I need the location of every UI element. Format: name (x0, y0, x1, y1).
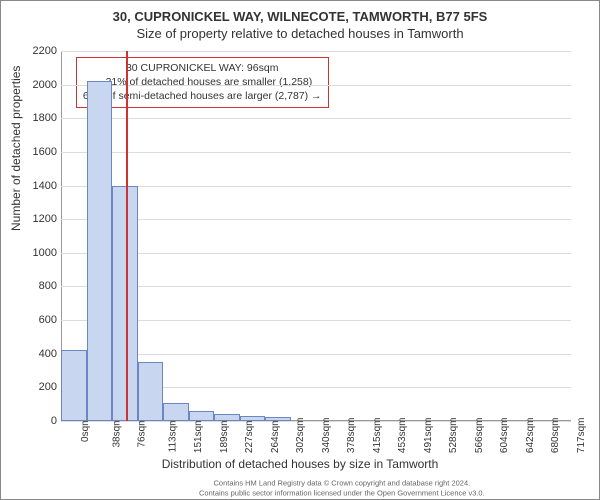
footer-attribution: Contains HM Land Registry data © Crown c… (42, 478, 600, 497)
histogram-bar (87, 81, 113, 421)
x-tick-label: 680sqm (550, 418, 561, 454)
x-tick-label: 113sqm (167, 418, 178, 453)
chart-title-sub: Size of property relative to detached ho… (1, 26, 599, 41)
histogram-bar (265, 417, 291, 421)
gridline (61, 286, 571, 287)
histogram-bar (112, 186, 138, 421)
y-tick-label: 200 (39, 381, 57, 393)
histogram-bar (61, 350, 87, 421)
plot-area: 30 CUPRONICKEL WAY: 96sqm ← 31% of detac… (61, 51, 571, 421)
y-tick-label: 600 (39, 314, 57, 326)
x-tick-label: 227sqm (244, 418, 255, 454)
y-tick-label: 1400 (33, 180, 57, 192)
x-tick-label: 302sqm (295, 418, 306, 454)
y-axis-label: Number of detached properties (9, 66, 23, 231)
gridline (61, 85, 571, 86)
x-tick-label: 566sqm (474, 418, 485, 454)
x-tick-label: 491sqm (423, 418, 434, 454)
histogram-bar (189, 411, 215, 421)
property-marker-line (126, 51, 128, 421)
x-axis-label: Distribution of detached houses by size … (1, 457, 599, 471)
x-tick-label: 604sqm (499, 418, 510, 454)
gridline (61, 253, 571, 254)
info-line-1: 30 CUPRONICKEL WAY: 96sqm (83, 61, 322, 75)
histogram-bar (138, 362, 164, 421)
x-tick-label: 189sqm (219, 418, 230, 454)
y-tick-label: 1000 (33, 247, 57, 259)
x-tick-label: 38sqm (111, 418, 122, 448)
x-tick-label: 151sqm (193, 418, 204, 454)
gridline (61, 320, 571, 321)
gridline (61, 118, 571, 119)
x-tick-label: 642sqm (525, 418, 536, 454)
info-line-2: ← 31% of detached houses are smaller (1,… (83, 75, 322, 89)
gridline (61, 186, 571, 187)
histogram-bar (163, 403, 189, 422)
x-tick-label: 0sqm (80, 418, 91, 442)
histogram-bar (240, 416, 266, 421)
info-box: 30 CUPRONICKEL WAY: 96sqm ← 31% of detac… (76, 57, 329, 108)
footer-line-2: Contains public sector information licen… (199, 488, 485, 497)
y-tick-label: 1200 (33, 213, 57, 225)
y-tick-label: 1600 (33, 146, 57, 158)
histogram-bar (214, 414, 240, 421)
x-tick-label: 717sqm (576, 418, 587, 454)
info-line-3: 68% of semi-detached houses are larger (… (83, 89, 322, 103)
y-tick-label: 2200 (33, 45, 57, 57)
gridline (61, 51, 571, 52)
x-tick-label: 415sqm (372, 418, 383, 454)
gridline (61, 152, 571, 153)
x-tick-label: 378sqm (346, 418, 357, 454)
x-tick-label: 453sqm (397, 418, 408, 454)
footer-line-1: Contains HM Land Registry data © Crown c… (214, 478, 471, 487)
gridline (61, 354, 571, 355)
y-tick-label: 0 (51, 415, 57, 427)
y-tick-label: 2000 (33, 79, 57, 91)
x-tick-label: 340sqm (321, 418, 332, 454)
x-tick-label: 76sqm (137, 418, 148, 448)
x-tick-label: 264sqm (270, 418, 281, 454)
x-tick-label: 528sqm (448, 418, 459, 454)
y-tick-label: 1800 (33, 112, 57, 124)
gridline (61, 219, 571, 220)
chart-container: 30, CUPRONICKEL WAY, WILNECOTE, TAMWORTH… (0, 0, 600, 500)
y-tick-label: 800 (39, 280, 57, 292)
y-tick-label: 400 (39, 348, 57, 360)
chart-title-main: 30, CUPRONICKEL WAY, WILNECOTE, TAMWORTH… (1, 9, 599, 24)
